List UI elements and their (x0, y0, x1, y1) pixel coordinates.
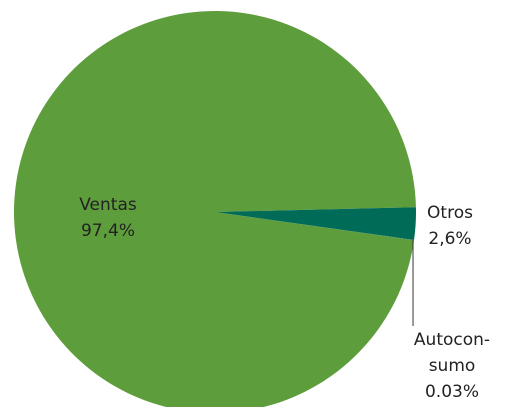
slice-label: Otros (427, 203, 473, 223)
pie-slice (215, 212, 415, 241)
slice-label: Autocon- (414, 330, 490, 350)
value-label: 97,4% (81, 221, 135, 241)
value-label: 2,6% (428, 229, 471, 249)
value-label: 0.03% (425, 382, 479, 402)
pie-slice (14, 11, 416, 407)
slice-label: sumo (429, 356, 476, 376)
pie-slice (215, 207, 416, 240)
slice-label: Ventas (79, 195, 137, 215)
